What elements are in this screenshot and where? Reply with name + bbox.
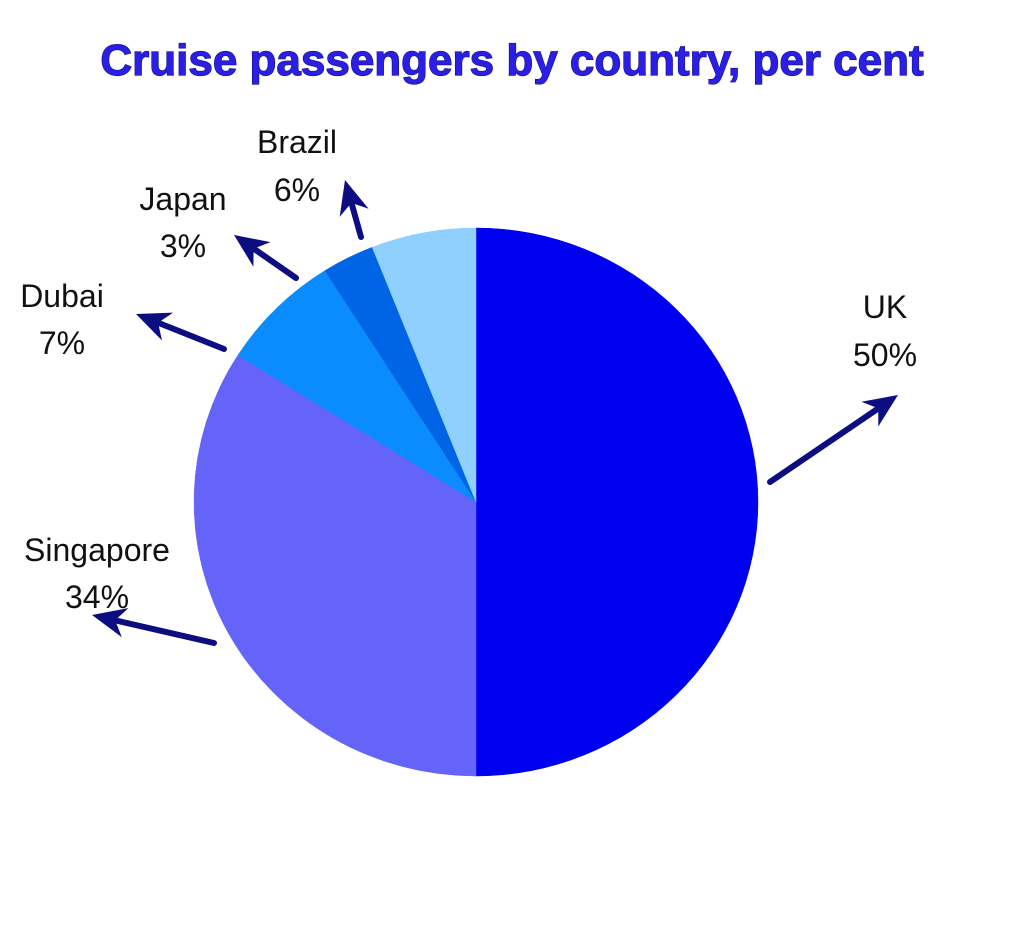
label-arrows [92,180,898,646]
slice-label-brazil: Brazil [257,124,337,160]
slice-value-uk: 50% [853,337,917,373]
slice-label-uk: UK [863,289,907,325]
pie-slice-uk [475,227,759,777]
slice-labels: UK 50% Singapore 34% Dubai 7% Japan 3% Brazil 6% [20,124,917,615]
arrow-singapore [108,616,217,646]
slice-label-japan: Japan [139,181,226,217]
arrow-dubai [152,318,227,352]
slice-value-japan: 3% [160,228,206,264]
slice-label-dubai: Dubai [20,278,104,314]
arrowhead-uk [861,395,898,427]
pie-slices [193,227,759,777]
slice-value-singapore: 34% [65,579,129,615]
arrowhead-dubai [136,312,174,341]
pie-slice-dubai [237,270,477,503]
slice-value-dubai: 7% [39,325,85,361]
arrow-uk [767,403,885,485]
arrow-brazil [347,196,364,240]
arrowhead-japan [234,235,271,267]
arrowhead-singapore [92,608,129,638]
pie-slice-singapore [193,354,477,777]
chart-title: Cruise passengers by country, per cent [100,36,924,85]
pie-slice-brazil [371,227,477,503]
arrowhead-brazil [339,180,369,217]
arrow-japan [247,243,299,281]
slice-label-singapore: Singapore [24,532,170,568]
slice-value-brazil: 6% [274,172,320,208]
